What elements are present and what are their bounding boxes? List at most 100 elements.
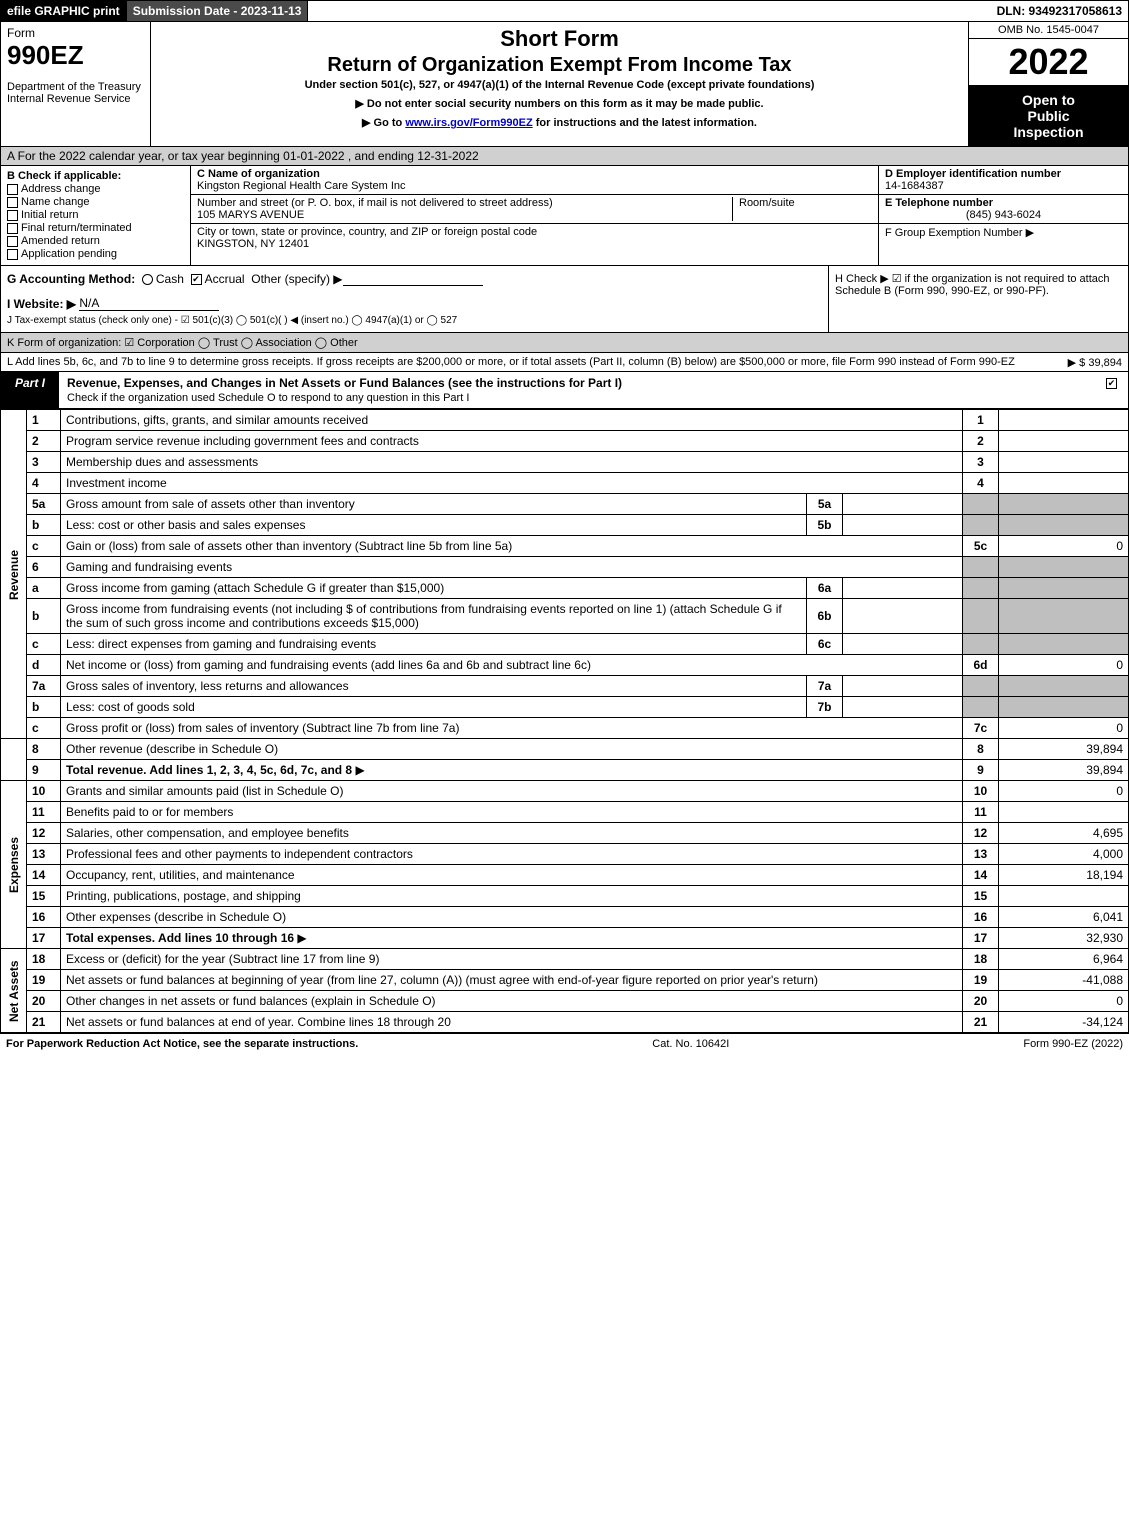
c-name-label: C Name of organization: [197, 168, 320, 180]
room-suite-label: Room/suite: [732, 197, 872, 221]
dept-line-2: Internal Revenue Service: [7, 93, 144, 105]
org-info-block: B Check if applicable: Address change Na…: [0, 166, 1129, 266]
row-gh: G Accounting Method: Cash ✔Accrual Other…: [0, 266, 1129, 333]
group-exemption-row: F Group Exemption Number ▶: [879, 224, 1128, 241]
line-6b: b Gross income from fundraising events (…: [1, 599, 1129, 634]
line-11: 11 Benefits paid to or for members 11: [1, 802, 1129, 823]
line-7c: c Gross profit or (loss) from sales of i…: [1, 718, 1129, 739]
d-label: D Employer identification number: [885, 168, 1061, 180]
i-label: I Website: ▶: [7, 297, 76, 311]
topbar-spacer: [308, 1, 990, 21]
instr2-pre: ▶ Go to: [362, 117, 405, 129]
org-name-row: C Name of organization Kingston Regional…: [191, 166, 878, 195]
ein: 14-1684387: [885, 180, 944, 192]
expenses-side-label: Expenses: [1, 781, 27, 949]
section-b-header: B Check if applicable:: [7, 170, 184, 182]
chk-final-return[interactable]: Final return/terminated: [7, 222, 184, 234]
org-city: KINGSTON, NY 12401: [197, 238, 309, 250]
footer-right: Form 990-EZ (2022): [1023, 1038, 1123, 1050]
chk-application-pending[interactable]: Application pending: [7, 248, 184, 260]
chk-amended-return[interactable]: Amended return: [7, 235, 184, 247]
row-h: H Check ▶ ☑ if the organization is not r…: [828, 266, 1128, 332]
irs-link[interactable]: www.irs.gov/Form990EZ: [405, 117, 532, 129]
line-14: 14 Occupancy, rent, utilities, and maint…: [1, 865, 1129, 886]
form-label: Form: [7, 26, 144, 40]
f-label: F Group Exemption Number ▶: [885, 227, 1034, 239]
omb-number: OMB No. 1545-0047: [969, 22, 1128, 39]
header-right: OMB No. 1545-0047 2022 Open to Public In…: [968, 22, 1128, 146]
dept-line-1: Department of the Treasury: [7, 81, 144, 93]
line-6: 6 Gaming and fundraising events: [1, 557, 1129, 578]
line-16: 16 Other expenses (describe in Schedule …: [1, 907, 1129, 928]
form-header: Form 990EZ Department of the Treasury In…: [0, 22, 1129, 147]
open2: Public: [971, 108, 1126, 124]
instr2-post: for instructions and the latest informat…: [533, 117, 757, 129]
instruction-2: ▶ Go to www.irs.gov/Form990EZ for instru…: [157, 116, 962, 129]
line-1: Revenue 1 Contributions, gifts, grants, …: [1, 410, 1129, 431]
part-1-title: Revenue, Expenses, and Changes in Net As…: [59, 372, 1098, 408]
chk-address-change[interactable]: Address change: [7, 183, 184, 195]
e-label: E Telephone number: [885, 197, 993, 209]
line-20: 20 Other changes in net assets or fund b…: [1, 991, 1129, 1012]
part-1-check-note: Check if the organization used Schedule …: [67, 392, 469, 404]
page-footer: For Paperwork Reduction Act Notice, see …: [0, 1033, 1129, 1054]
chk-accrual[interactable]: ✔: [191, 274, 202, 285]
line-6d: d Net income or (loss) from gaming and f…: [1, 655, 1129, 676]
dln-number: DLN: 93492317058613: [991, 1, 1128, 21]
part-1-checkbox[interactable]: ✔: [1098, 372, 1128, 408]
website-value: N/A: [79, 296, 219, 311]
row-l: L Add lines 5b, 6c, and 7b to line 9 to …: [0, 353, 1129, 372]
line-8: 8 Other revenue (describe in Schedule O)…: [1, 739, 1129, 760]
open1: Open to: [971, 92, 1126, 108]
org-city-row: City or town, state or province, country…: [191, 224, 878, 252]
footer-center: Cat. No. 10642I: [358, 1038, 1023, 1050]
row-g: G Accounting Method: Cash ✔Accrual Other…: [1, 266, 828, 332]
line-7a: 7a Gross sales of inventory, less return…: [1, 676, 1129, 697]
short-form-title: Short Form: [157, 26, 962, 52]
footer-left: For Paperwork Reduction Act Notice, see …: [6, 1038, 358, 1050]
phone: (845) 943-6024: [885, 209, 1122, 221]
phone-row: E Telephone number (845) 943-6024: [879, 195, 1128, 224]
line-12: 12 Salaries, other compensation, and emp…: [1, 823, 1129, 844]
line-5c: c Gain or (loss) from sale of assets oth…: [1, 536, 1129, 557]
section-def: D Employer identification number 14-1684…: [878, 166, 1128, 265]
other-specify-input[interactable]: [343, 285, 483, 286]
ein-row: D Employer identification number 14-1684…: [879, 166, 1128, 195]
org-addr-row: Number and street (or P. O. box, if mail…: [191, 195, 878, 224]
header-center: Short Form Return of Organization Exempt…: [151, 22, 968, 146]
row-a-tax-year: A For the 2022 calendar year, or tax yea…: [0, 147, 1129, 166]
open-to-public-badge: Open to Public Inspection: [969, 86, 1128, 146]
chk-name-change[interactable]: Name change: [7, 196, 184, 208]
line-7b: b Less: cost of goods sold 7b: [1, 697, 1129, 718]
arrow-icon: [355, 763, 364, 777]
line-17: 17 Total expenses. Add lines 10 through …: [1, 928, 1129, 949]
chk-initial-return[interactable]: Initial return: [7, 209, 184, 221]
submission-date: Submission Date - 2023-11-13: [127, 1, 309, 21]
section-b: B Check if applicable: Address change Na…: [1, 166, 191, 265]
c-addr-label: Number and street (or P. O. box, if mail…: [197, 197, 553, 209]
header-left: Form 990EZ Department of the Treasury In…: [1, 22, 151, 146]
line-6c: c Less: direct expenses from gaming and …: [1, 634, 1129, 655]
instruction-1: ▶ Do not enter social security numbers o…: [157, 97, 962, 110]
open3: Inspection: [971, 124, 1126, 140]
arrow-icon: [297, 931, 306, 945]
subtitle: Under section 501(c), 527, or 4947(a)(1)…: [157, 79, 962, 91]
row-l-amount: ▶ $ 39,894: [1068, 356, 1122, 369]
part-1-table: Revenue 1 Contributions, gifts, grants, …: [0, 409, 1129, 1033]
line-10: Expenses 10 Grants and similar amounts p…: [1, 781, 1129, 802]
line-6a: a Gross income from gaming (attach Sched…: [1, 578, 1129, 599]
top-bar: efile GRAPHIC print Submission Date - 20…: [0, 0, 1129, 22]
part-1-header: Part I Revenue, Expenses, and Changes in…: [0, 372, 1129, 409]
return-title: Return of Organization Exempt From Incom…: [157, 54, 962, 77]
tax-year: 2022: [969, 39, 1128, 86]
line-19: 19 Net assets or fund balances at beginn…: [1, 970, 1129, 991]
form-number: 990EZ: [7, 40, 144, 71]
org-name: Kingston Regional Health Care System Inc: [197, 180, 406, 192]
efile-label: efile GRAPHIC print: [1, 1, 127, 21]
row-k: K Form of organization: ☑ Corporation ◯ …: [0, 333, 1129, 353]
line-15: 15 Printing, publications, postage, and …: [1, 886, 1129, 907]
radio-cash[interactable]: [142, 274, 153, 285]
line-21: 21 Net assets or fund balances at end of…: [1, 1012, 1129, 1033]
line-5b: b Less: cost or other basis and sales ex…: [1, 515, 1129, 536]
g-label: G Accounting Method:: [7, 272, 135, 286]
